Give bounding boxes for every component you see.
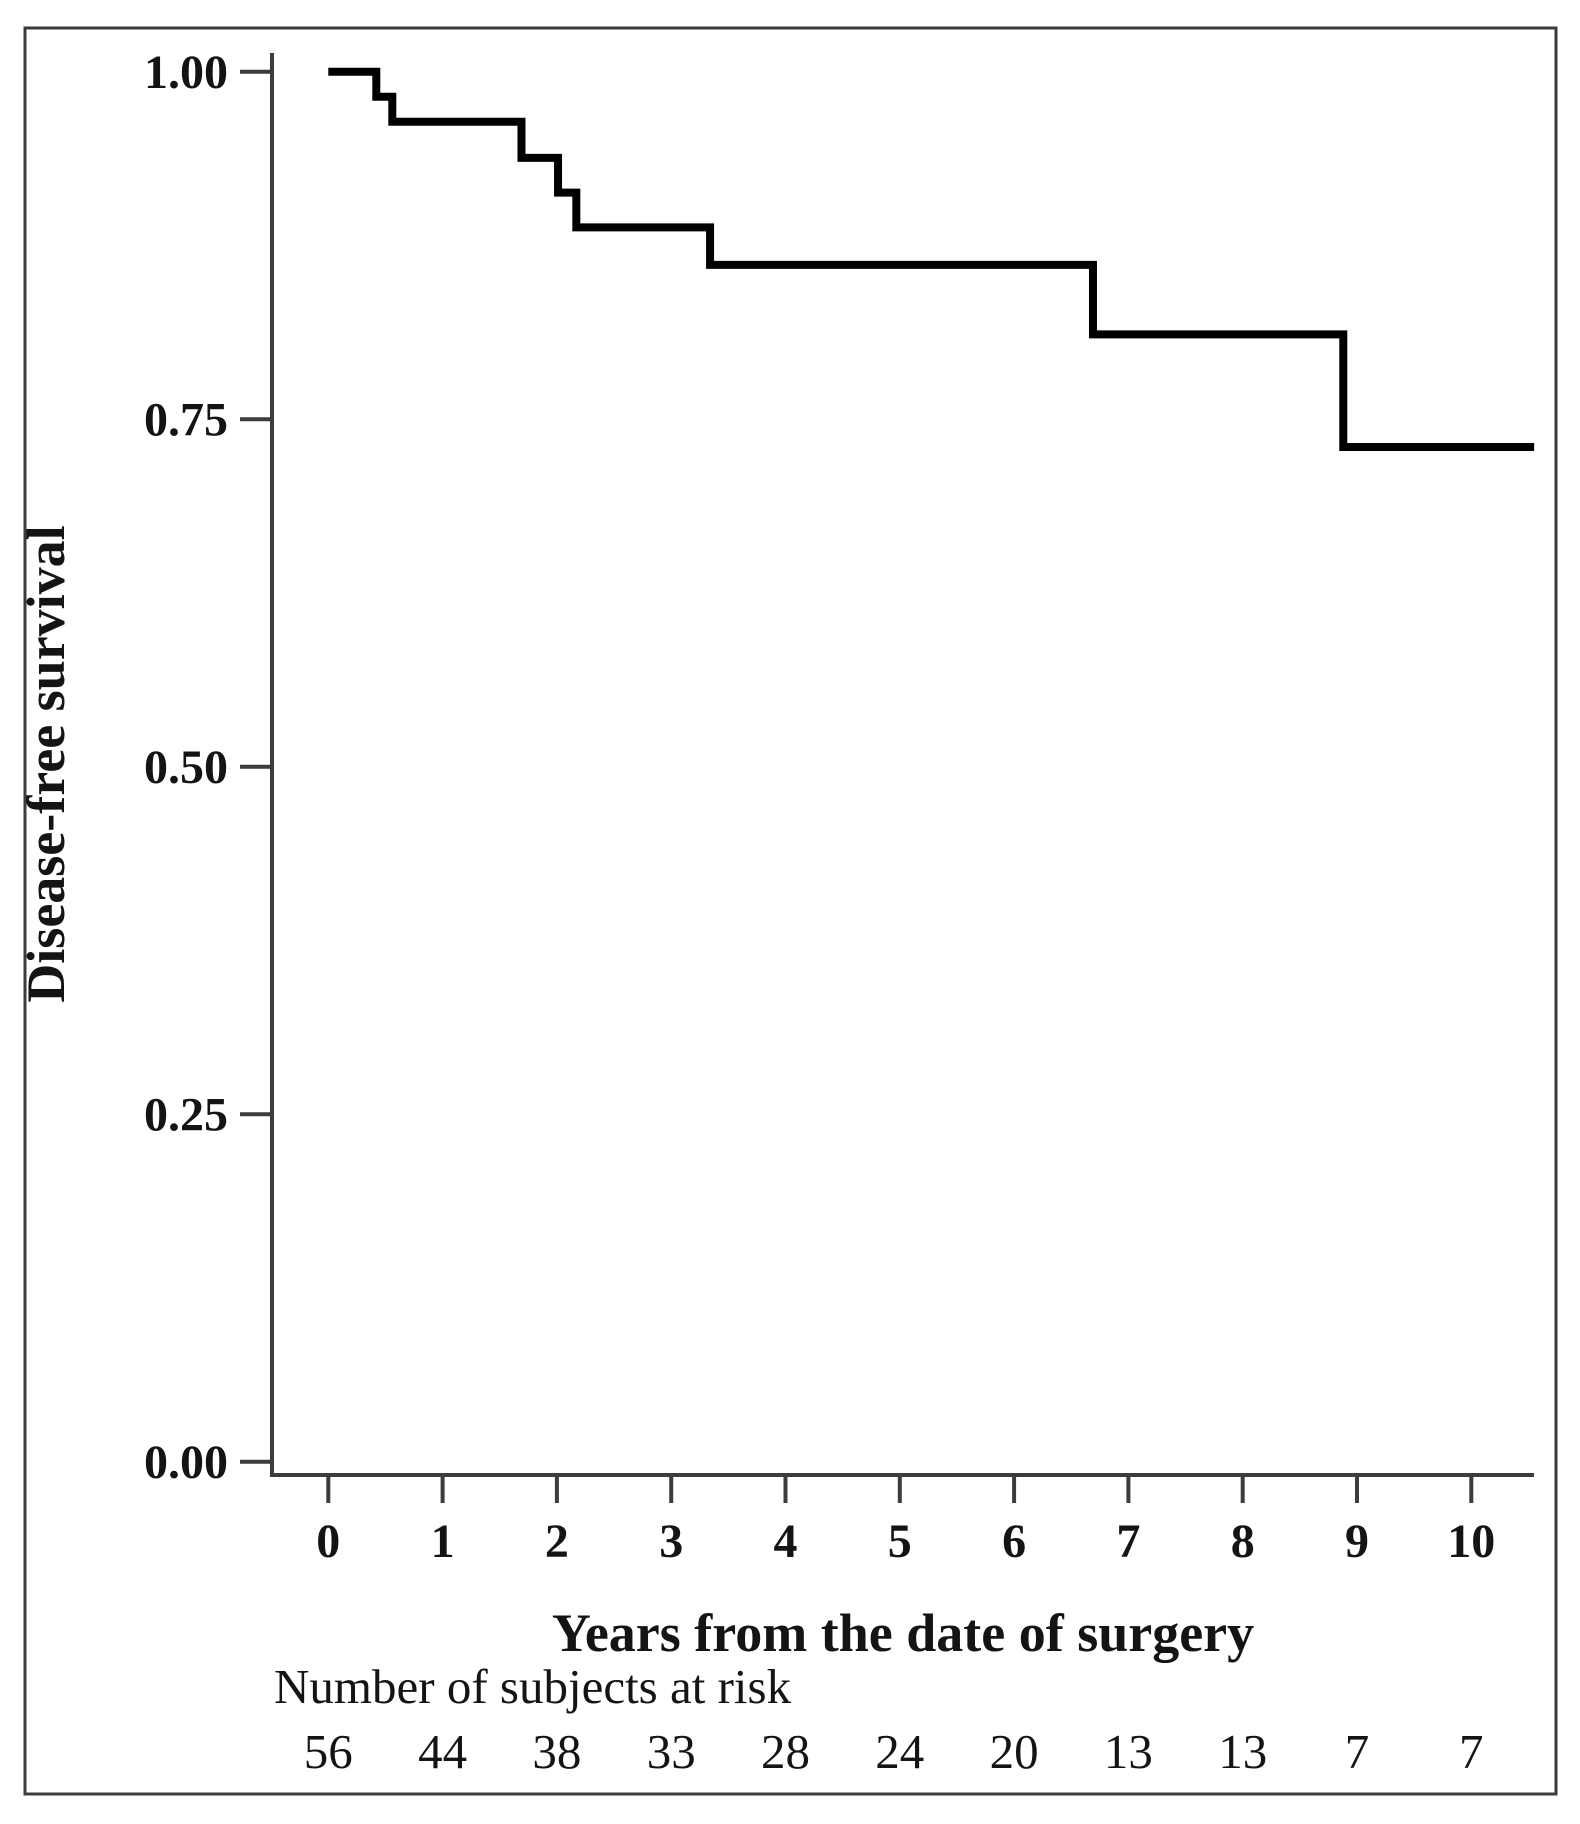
- risk-table-label: Number of subjects at risk: [274, 1659, 792, 1714]
- y-tick-label: 0.00: [144, 1436, 228, 1489]
- x-tick-label: 5: [888, 1515, 912, 1568]
- x-axis-title: Years from the date of surgery: [552, 1603, 1254, 1663]
- x-tick-label: 7: [1116, 1515, 1140, 1568]
- x-tick-label: 8: [1231, 1515, 1255, 1568]
- y-tick-label: 0.50: [144, 741, 228, 794]
- x-tick-label: 10: [1447, 1515, 1495, 1568]
- x-tick-label: 0: [316, 1515, 340, 1568]
- risk-count: 33: [647, 1724, 696, 1779]
- risk-count: 38: [532, 1724, 581, 1779]
- risk-count: 7: [1459, 1724, 1484, 1779]
- x-tick-label: 3: [659, 1515, 683, 1568]
- km-survival-curve: [328, 67, 1535, 451]
- y-tick-label: 0.25: [144, 1089, 228, 1142]
- risk-count: 44: [418, 1724, 467, 1779]
- x-tick-label: 2: [545, 1515, 569, 1568]
- x-tick-label: 6: [1002, 1515, 1026, 1568]
- risk-count: 24: [875, 1724, 924, 1779]
- y-tick-label: 0.75: [144, 394, 228, 447]
- risk-count: 20: [990, 1724, 1039, 1779]
- risk-count: 13: [1218, 1724, 1267, 1779]
- risk-count: 28: [761, 1724, 810, 1779]
- y-tick-label: 1.00: [144, 46, 228, 99]
- risk-count: 56: [304, 1724, 353, 1779]
- risk-count: 7: [1345, 1724, 1370, 1779]
- y-axis-title: Disease-free survival: [16, 525, 76, 1002]
- risk-count: 13: [1104, 1724, 1153, 1779]
- x-tick-label: 4: [774, 1515, 798, 1568]
- figure-border: [23, 26, 1558, 1796]
- x-tick-label: 9: [1345, 1515, 1369, 1568]
- x-tick-label: 1: [431, 1515, 455, 1568]
